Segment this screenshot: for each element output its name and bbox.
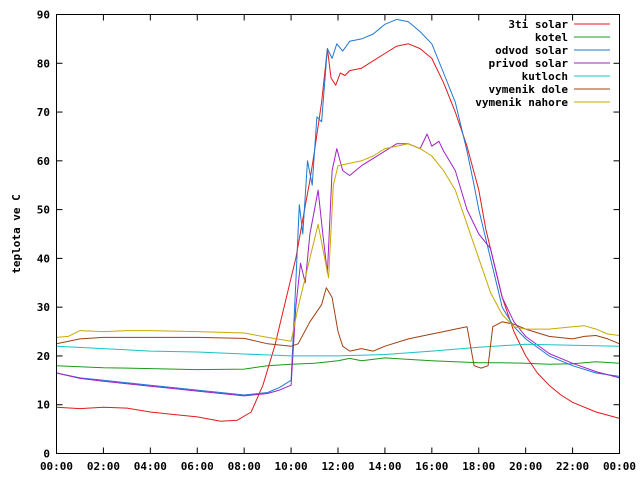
- y-tick-label: 90: [37, 9, 50, 22]
- x-tick-label: 20:00: [509, 460, 542, 473]
- legend-label: vymenik dole: [489, 83, 569, 96]
- y-tick-label: 50: [37, 204, 50, 217]
- x-tick-label: 18:00: [462, 460, 495, 473]
- y-tick-label: 80: [37, 57, 50, 70]
- series-layer: [56, 18, 620, 422]
- legend-label: vymenik nahore: [475, 96, 568, 109]
- y-tick-label: 20: [37, 350, 50, 363]
- y-tick-label: 70: [37, 106, 50, 119]
- x-tick-label: 10:00: [275, 460, 308, 473]
- plot-frame: [56, 14, 620, 454]
- y-axis: 0 10 20 30 40 50 60 70 80 90: [37, 9, 620, 461]
- legend-label: privod solar: [489, 57, 569, 70]
- y-tick-label: 10: [37, 399, 50, 412]
- y-tick-label: 60: [37, 155, 50, 168]
- series-line-privod-solar: [56, 133, 620, 397]
- x-tick-label: 04:00: [134, 460, 167, 473]
- x-tick-label: 14:00: [368, 460, 401, 473]
- y-axis-label: teplota ve C: [10, 194, 23, 273]
- legend-label: kutloch: [522, 70, 568, 83]
- y-tick-label: 30: [37, 301, 50, 314]
- series-line-vymenik-nahore: [56, 143, 620, 342]
- legend-label: 3ti solar: [508, 18, 568, 31]
- series-line-kotel: [56, 357, 620, 371]
- x-tick-label: 00:00: [603, 460, 636, 473]
- y-tick-label: 0: [43, 448, 50, 461]
- series-line-odvod-solar: [56, 18, 620, 396]
- x-tick-label: 16:00: [415, 460, 448, 473]
- series-line-3ti-solar: [56, 43, 620, 422]
- x-tick-label: 12:00: [321, 460, 354, 473]
- x-tick-label: 02:00: [87, 460, 120, 473]
- x-tick-label: 22:00: [556, 460, 589, 473]
- series-line-kutloch: [56, 343, 620, 357]
- legend-label: odvod solar: [495, 44, 568, 57]
- x-axis: 00:00 02:00 04:00 06:00 08:00 10:00 12:00 14:00…: [40, 14, 636, 473]
- y-tick-label: 40: [37, 252, 50, 265]
- legend-label: kotel: [535, 31, 568, 44]
- x-tick-label: 00:00: [40, 460, 73, 473]
- x-tick-label: 08:00: [228, 460, 261, 473]
- x-tick-label: 06:00: [181, 460, 214, 473]
